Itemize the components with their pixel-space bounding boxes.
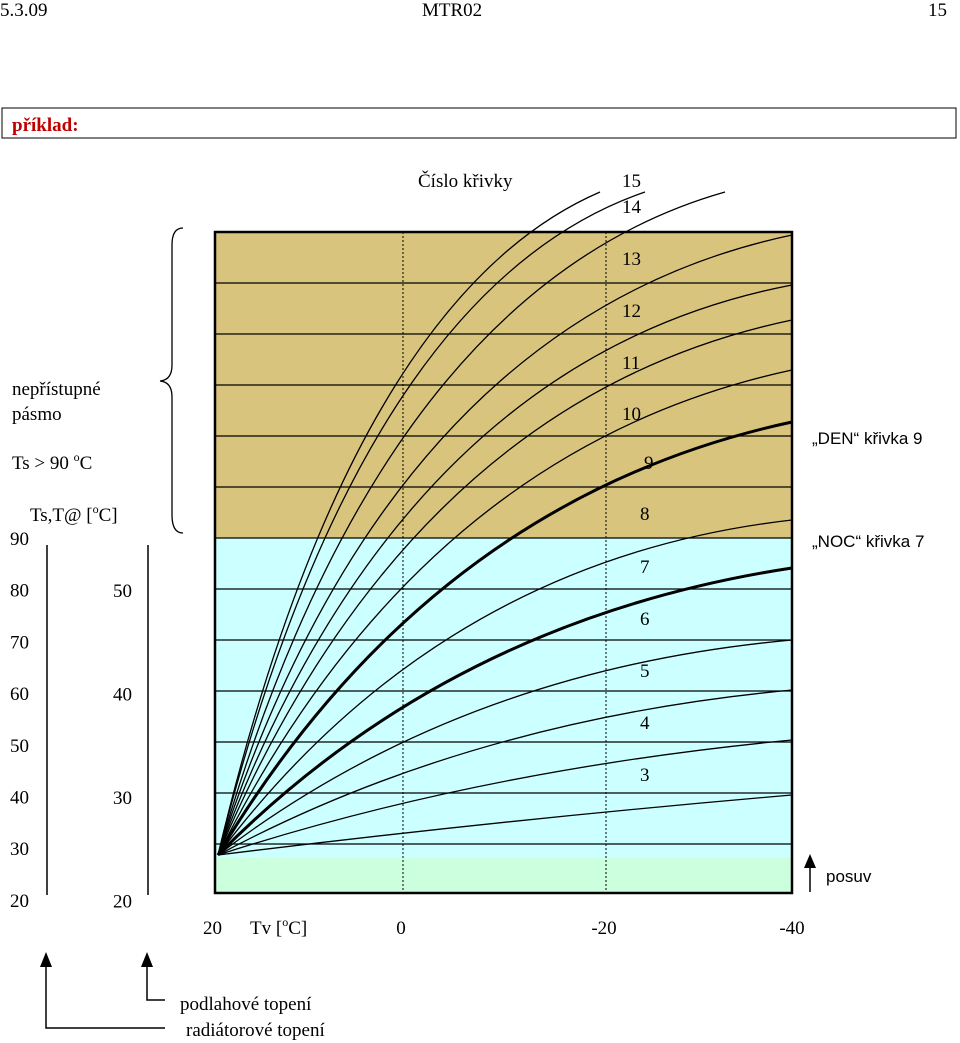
brace [159, 227, 184, 534]
curve-label: 5 [640, 661, 650, 682]
night-note: „NOC“ křivka 7 [812, 532, 924, 551]
unit: C] [288, 918, 307, 939]
y-label: 40 [10, 788, 29, 809]
y-label: 30 [113, 788, 132, 809]
y-label: 50 [10, 736, 29, 757]
curve-label: 13 [622, 249, 641, 270]
y-label: 20 [113, 892, 132, 913]
y-label: 60 [10, 684, 29, 705]
curve-label: 7 [640, 557, 650, 578]
y-label: 40 [113, 685, 132, 706]
curve-label: 10 [622, 404, 641, 425]
x-label: -40 [779, 918, 804, 939]
curve-label: 9 [644, 453, 654, 474]
curve-label: 14 [622, 197, 642, 218]
text: Tv [ [250, 918, 282, 939]
legend-radiator: radiátorové topení [186, 1020, 325, 1041]
zone-line1: nepřístupné [12, 379, 101, 400]
x-label: 0 [396, 918, 406, 939]
sup: o [282, 915, 288, 929]
y-label: 70 [10, 632, 29, 653]
legend-floor: podlahové topení [180, 994, 312, 1015]
curve-labels: 15 14 13 12 11 10 9 8 7 6 5 4 3 [622, 171, 654, 786]
zone-limit: Ts > 90 oC [12, 450, 92, 474]
y-label: 30 [10, 839, 29, 860]
day-note: „DEN“ křivka 9 [812, 429, 923, 448]
unit: C [80, 453, 93, 474]
y-labels-radiator: 50 40 30 20 [113, 581, 132, 913]
x-axis-title: Tv [oC] [250, 915, 307, 939]
shift-arrow [804, 854, 816, 892]
heating-curves [216, 191, 793, 857]
curve-label: 4 [640, 713, 650, 734]
curve-label: 8 [640, 504, 650, 525]
curve-label: 15 [622, 171, 641, 192]
zone-shift [215, 858, 792, 893]
unit: C] [99, 505, 118, 526]
x-label: -20 [591, 918, 616, 939]
example-label: příklad: [12, 115, 79, 136]
header-date: 5.3.09 [0, 0, 48, 21]
y-label: 50 [113, 581, 132, 602]
plot-frame [213, 230, 794, 895]
y-label: 80 [10, 581, 29, 602]
x-start: 20 [203, 918, 222, 939]
y-label: 90 [10, 529, 29, 550]
y-label: 20 [10, 891, 29, 912]
text: Ts,T@ [ [30, 505, 93, 526]
legend-lines [40, 545, 165, 1029]
text: Ts > 90 [12, 453, 74, 474]
y-labels-floor: 90 80 70 60 50 40 30 20 [10, 529, 29, 912]
shift-label: posuv [826, 867, 872, 886]
grid [215, 232, 792, 893]
curve-label: 11 [622, 353, 640, 374]
zone-line2: pásmo [12, 404, 62, 425]
curve-label: 12 [622, 301, 641, 322]
example-box [1, 107, 957, 139]
sup: o [74, 450, 80, 464]
header-code: MTR02 [422, 0, 482, 21]
sup: o [93, 502, 99, 516]
curve-title: Číslo křivky [418, 170, 513, 192]
header-page: 15 [928, 0, 947, 21]
curve-label: 6 [640, 609, 650, 630]
curve-label: 3 [640, 765, 650, 786]
y-axis-title: Ts,T@ [oC] [30, 502, 118, 526]
